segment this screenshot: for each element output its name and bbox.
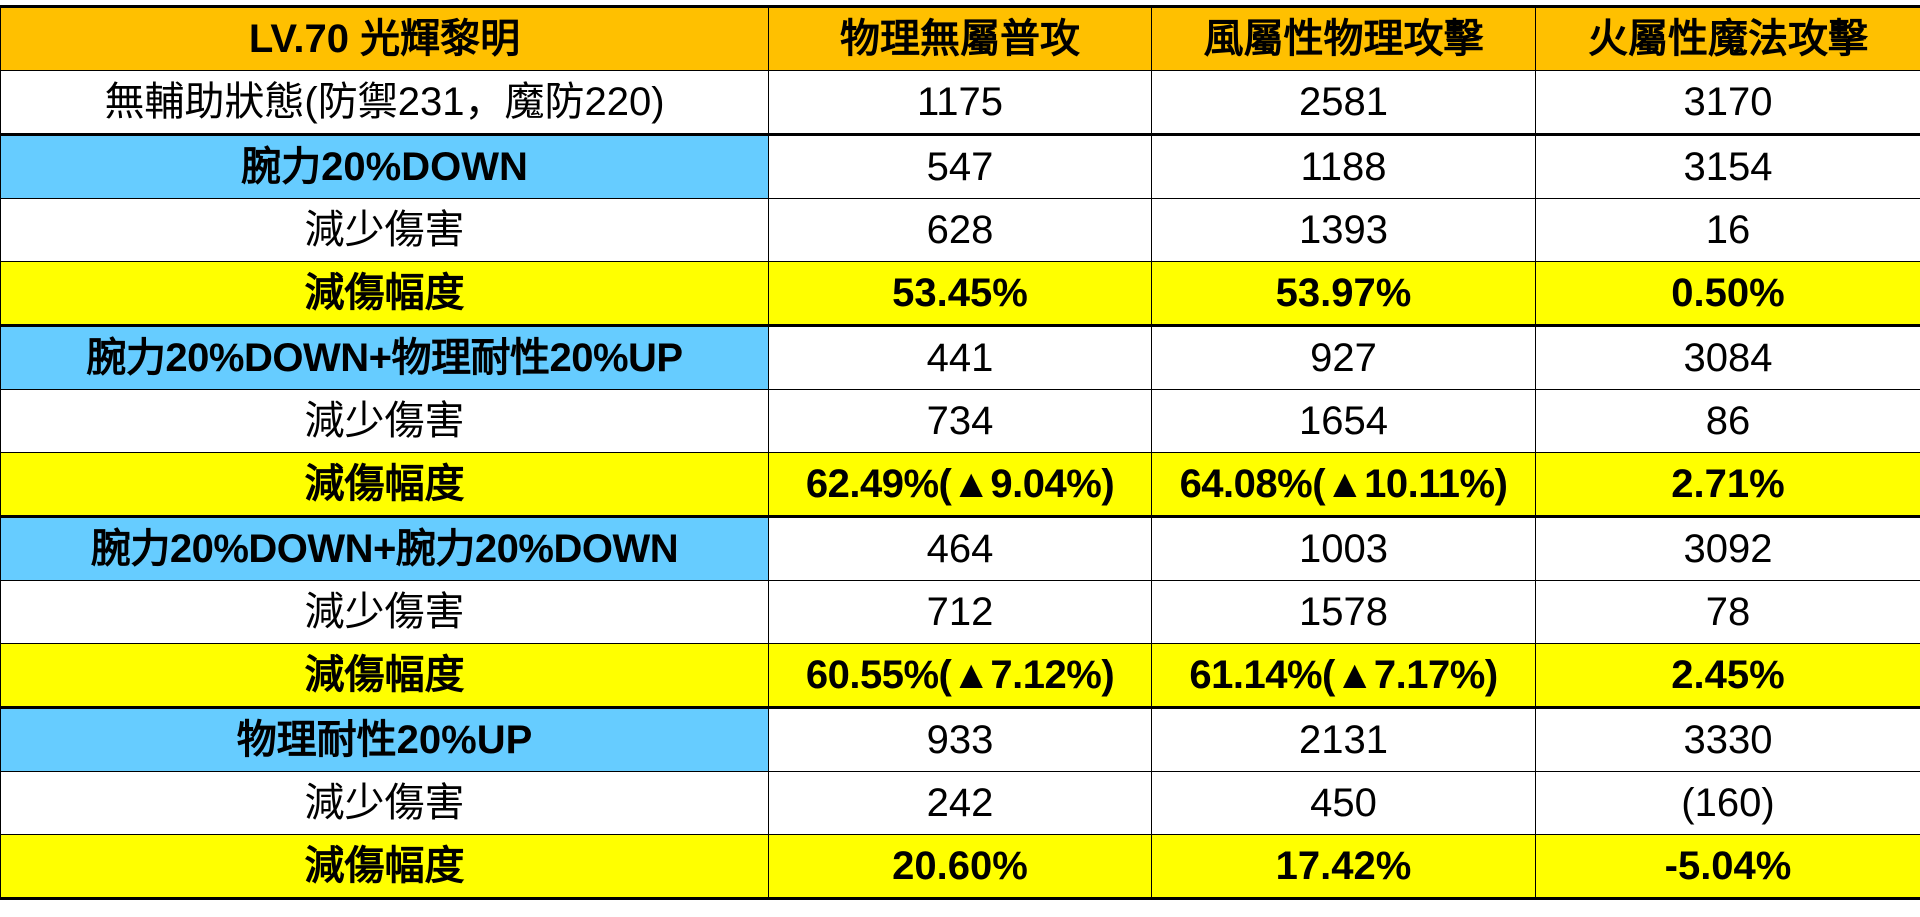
table-cell: (160) [1535,771,1920,835]
row-label: 腕力20%DOWN+腕力20%DOWN [0,515,769,581]
table-row: 無輔助狀態(防禦231，魔防220) 1175 2581 3170 [0,70,1920,135]
table-cell: 2131 [1151,706,1536,772]
header-cell-wind-physical: 風屬性物理攻擊 [1151,5,1536,71]
table-header-row: LV.70 光輝黎明 物理無屬普攻 風屬性物理攻擊 火屬性魔法攻擊 [0,5,1920,71]
row-label: 減傷幅度 [0,261,769,326]
table-cell: 242 [768,771,1152,835]
table-cell: 441 [768,324,1152,390]
table-cell: 2581 [1151,70,1536,135]
table-cell: 1188 [1151,133,1536,199]
table-cell: 53.45% [768,261,1152,326]
table-cell: 3154 [1535,133,1920,199]
table-cell: 3092 [1535,515,1920,581]
table-row: 減少傷害 734 1654 86 [0,389,1920,453]
table-cell: 933 [768,706,1152,772]
header-cell-physical-neutral: 物理無屬普攻 [768,5,1152,71]
table-row: 減傷幅度 53.45% 53.97% 0.50% [0,261,1920,326]
table-cell: 3330 [1535,706,1920,772]
header-cell-title: LV.70 光輝黎明 [0,5,769,71]
row-label: 腕力20%DOWN+物理耐性20%UP [0,324,769,390]
table-cell: 547 [768,133,1152,199]
table-cell: 927 [1151,324,1536,390]
row-label: 減少傷害 [0,389,769,453]
row-label: 減少傷害 [0,771,769,835]
table-cell: 2.71% [1535,452,1920,517]
table-cell: 1393 [1151,198,1536,262]
table-cell: 3170 [1535,70,1920,135]
row-label: 物理耐性20%UP [0,706,769,772]
table-row: 減傷幅度 60.55%(▲7.12%) 61.14%(▲7.17%) 2.45% [0,643,1920,708]
damage-reduction-table: LV.70 光輝黎明 物理無屬普攻 風屬性物理攻擊 火屬性魔法攻擊 無輔助狀態(… [0,5,1920,900]
row-label: 無輔助狀態(防禦231，魔防220) [0,70,769,135]
table-cell: 2.45% [1535,643,1920,708]
row-label: 減傷幅度 [0,834,769,900]
table-cell: 17.42% [1151,834,1536,900]
table-cell: 3084 [1535,324,1920,390]
table-cell: 1175 [768,70,1152,135]
table-cell: 64.08%(▲10.11%) [1151,452,1536,517]
table-cell: 1654 [1151,389,1536,453]
table-cell: 78 [1535,580,1920,644]
table-row: 腕力20%DOWN+腕力20%DOWN 464 1003 3092 [0,515,1920,581]
row-label: 腕力20%DOWN [0,133,769,199]
table-cell: 1003 [1151,515,1536,581]
table-cell: 464 [768,515,1152,581]
table-cell: 0.50% [1535,261,1920,326]
table-row: 減傷幅度 62.49%(▲9.04%) 64.08%(▲10.11%) 2.71… [0,452,1920,517]
table-row: 減少傷害 628 1393 16 [0,198,1920,262]
table-cell: 86 [1535,389,1920,453]
table-cell: 53.97% [1151,261,1536,326]
row-label: 減傷幅度 [0,643,769,708]
header-cell-fire-magic: 火屬性魔法攻擊 [1535,5,1920,71]
table-row: 腕力20%DOWN+物理耐性20%UP 441 927 3084 [0,324,1920,390]
table-cell: 1578 [1151,580,1536,644]
table-cell: 712 [768,580,1152,644]
table-cell: -5.04% [1535,834,1920,900]
table-cell: 734 [768,389,1152,453]
row-label: 減少傷害 [0,198,769,262]
table-cell: 61.14%(▲7.17%) [1151,643,1536,708]
damage-reduction-table-container: LV.70 光輝黎明 物理無屬普攻 風屬性物理攻擊 火屬性魔法攻擊 無輔助狀態(… [0,5,1920,900]
table-cell: 60.55%(▲7.12%) [768,643,1152,708]
table-row: 減傷幅度 20.60% 17.42% -5.04% [0,834,1920,900]
row-label: 減少傷害 [0,580,769,644]
table-row: 減少傷害 712 1578 78 [0,580,1920,644]
table-row: 物理耐性20%UP 933 2131 3330 [0,706,1920,772]
table-cell: 628 [768,198,1152,262]
table-cell: 16 [1535,198,1920,262]
table-row: 減少傷害 242 450 (160) [0,771,1920,835]
table-cell: 450 [1151,771,1536,835]
row-label: 減傷幅度 [0,452,769,517]
table-cell: 62.49%(▲9.04%) [768,452,1152,517]
table-cell: 20.60% [768,834,1152,900]
table-row: 腕力20%DOWN 547 1188 3154 [0,133,1920,199]
